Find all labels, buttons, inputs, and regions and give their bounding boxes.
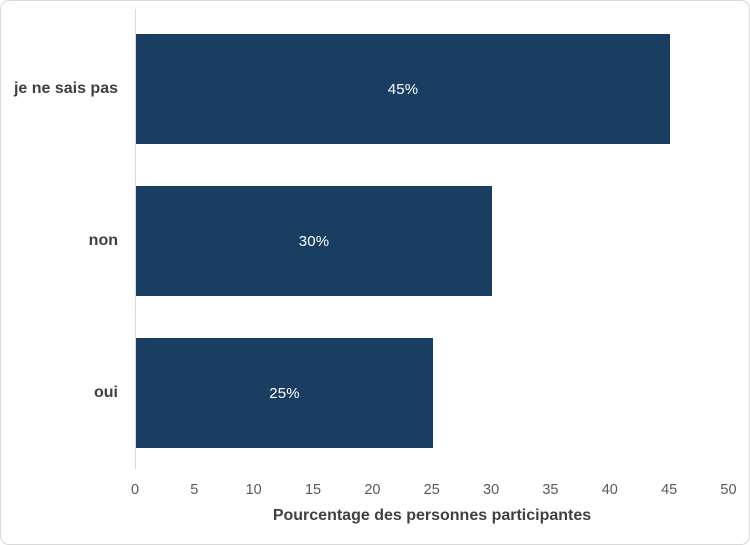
x-tick-label: 0 — [130, 482, 140, 498]
data-label: 25% — [269, 384, 300, 402]
category-label: oui — [94, 384, 118, 401]
x-axis-title: Pourcentage des personnes participantes — [272, 507, 592, 524]
x-tick-label: 25 — [423, 482, 440, 498]
x-tick-label: 20 — [364, 482, 381, 498]
bar-1: 30% — [136, 186, 492, 296]
bar-0: 45% — [136, 34, 670, 144]
x-tick-label: 45 — [661, 482, 678, 498]
x-tick-label: 15 — [304, 482, 322, 498]
data-label: 30% — [298, 232, 330, 250]
y-axis-line — [135, 9, 136, 469]
x-tick-label: 50 — [720, 482, 737, 498]
bar-2: 25% — [136, 338, 433, 448]
data-label: 45% — [387, 80, 419, 98]
category-label: non — [88, 232, 118, 249]
x-tick-label: 5 — [190, 482, 199, 498]
x-tick-label: 10 — [245, 482, 262, 498]
x-tick-label: 35 — [542, 482, 559, 498]
x-tick-label: 40 — [601, 482, 618, 498]
category-label: je ne sais pas — [13, 80, 118, 97]
x-tick-label: 30 — [483, 482, 500, 498]
